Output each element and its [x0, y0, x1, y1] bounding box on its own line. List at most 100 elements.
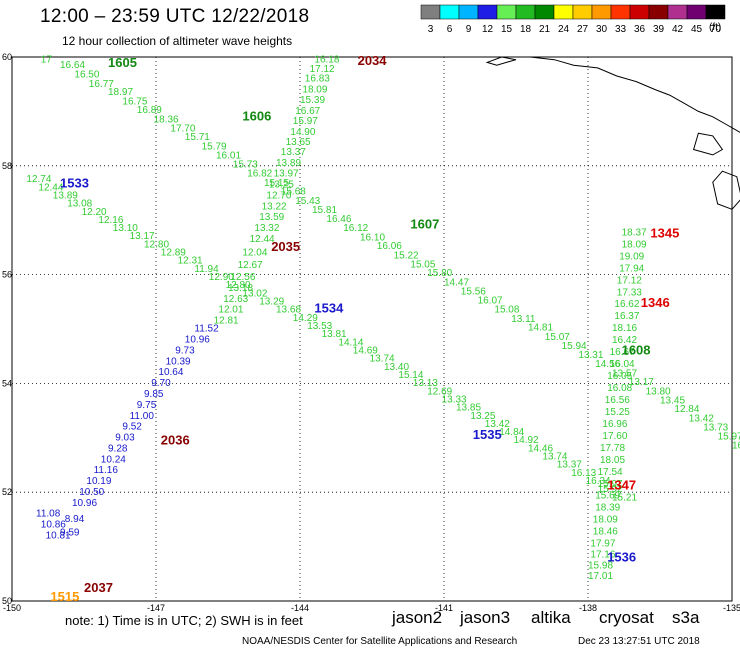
- legend-jason2: jason2: [392, 608, 442, 628]
- timestamp: Dec 23 13:27:51 UTC 2018: [578, 636, 700, 647]
- wave-height-value: 11.52: [194, 324, 219, 335]
- legend-bin-label: 21: [539, 24, 551, 35]
- pass-number-label: 1607: [410, 216, 439, 231]
- wave-height-value: 12.70: [266, 190, 291, 201]
- wave-height-value: 18.46: [593, 527, 618, 538]
- mainland-coast: [530, 57, 740, 256]
- wave-height-value: 9.28: [108, 443, 128, 454]
- wave-height-value: 9.75: [137, 400, 157, 411]
- wave-height-value: 13.59: [259, 212, 284, 223]
- pass-number-label: 1608: [622, 343, 651, 358]
- legend-swatch: [573, 5, 592, 19]
- legend-swatch: [649, 5, 668, 19]
- legend-altika: altika: [531, 608, 571, 628]
- wave-height-value: 15.25: [605, 407, 630, 418]
- legend-bin-label: 33: [615, 24, 627, 35]
- lat-tick-label: 52: [2, 487, 12, 497]
- wave-height-value: 16.05: [607, 371, 632, 382]
- legend-cryosat: cryosat: [599, 608, 654, 628]
- legend-swatch: [554, 5, 573, 19]
- wave-height-value: 17.97: [590, 539, 615, 550]
- wave-height-value: 11.08: [36, 509, 61, 520]
- wave-height-value: 18.09: [622, 239, 647, 250]
- wave-height-value: 10.96: [72, 498, 97, 509]
- legend-s3a: s3a: [672, 608, 699, 628]
- legend-bin-label: 15: [501, 24, 513, 35]
- wave-height-value: 13.32: [254, 223, 279, 234]
- wave-height-value: 17.54: [598, 467, 623, 478]
- island-coast: [694, 133, 723, 155]
- wave-height-value: 13.37: [281, 147, 306, 158]
- lat-tick-label: 58: [2, 161, 12, 171]
- wave-height-value: 17.60: [602, 431, 627, 442]
- wave-height-value: 16.08: [607, 383, 632, 394]
- pass-number-label: 2034: [358, 53, 388, 68]
- legend-swatch: [668, 5, 687, 19]
- legend-bin-label: 18: [520, 24, 532, 35]
- legend-swatch: [535, 5, 554, 19]
- legend-swatch: [630, 5, 649, 19]
- wave-height-value: 9.59: [60, 528, 80, 539]
- wave-height-value: 10.96: [185, 335, 210, 346]
- pass-number-label: 1347: [607, 477, 636, 492]
- wave-height-value: 17.12: [617, 275, 642, 286]
- legend-bin-label: 9: [466, 24, 472, 35]
- footer-note: note: 1) Time is in UTC; 2) SWH is in fe…: [65, 613, 303, 628]
- wave-height-value: 13.22: [262, 201, 287, 212]
- island-coast: [713, 171, 740, 209]
- wave-height-value: 9.52: [122, 422, 142, 433]
- legend-bin-label: 42: [672, 24, 684, 35]
- track-labels: 1605 1606 1607 1608 1533 1534 1535 1536 2034 2035…: [50, 53, 679, 604]
- pass-number-label: 1345: [650, 226, 679, 241]
- legend-bin-label: 12: [482, 24, 494, 35]
- wave-height-value: 10.39: [166, 356, 191, 367]
- wave-height-value: 16.56: [605, 395, 630, 406]
- wave-height-value: 19.09: [619, 251, 644, 262]
- wave-height-value: 11.00: [130, 411, 155, 422]
- wave-height-value: 17.94: [619, 263, 644, 274]
- wave-height-value: 9.70: [151, 378, 171, 389]
- legend-swatch: [440, 5, 459, 19]
- wave-height-value: 18.39: [595, 503, 620, 514]
- legend-swatch: [497, 5, 516, 19]
- legend-bin-label: 27: [577, 24, 589, 35]
- lat-tick-label: 50: [2, 596, 12, 606]
- wave-height-value: 9.73: [175, 345, 195, 356]
- wave-height-value: 18.05: [600, 455, 625, 466]
- legend-swatch: [592, 5, 611, 19]
- legend-bin-label: 6: [447, 24, 453, 35]
- wave-height-value: 13.97: [274, 169, 299, 180]
- wave-height-value: 15.39: [300, 95, 325, 106]
- wave-height-value: 18.16: [612, 323, 637, 334]
- wave-height-value: 9.03: [115, 433, 135, 444]
- legend-swatch: [516, 5, 535, 19]
- wave-height-value: 16.27: [732, 441, 740, 452]
- pass-number-label: 1535: [473, 427, 502, 442]
- satellite-tracks: 17 16.6416.5016.7718.9716.7516.8918.3617.…: [26, 54, 740, 582]
- wave-height-value: 18.09: [593, 515, 618, 526]
- pass-number-label: 1606: [242, 109, 271, 124]
- pass-number-label: 1534: [314, 301, 344, 316]
- pass-number-label: 1533: [60, 176, 89, 191]
- wave-height-value: 10.24: [101, 454, 126, 465]
- wave-height-value: 11.16: [94, 465, 119, 476]
- lat-tick-label: 60: [2, 52, 12, 62]
- wave-height-value: 16.96: [602, 419, 627, 430]
- color-legend: 3 6 9 12 15 18 21 24 27 30 33 36 39 42 45 70: [421, 5, 725, 35]
- lat-tick-label: 54: [2, 378, 12, 388]
- credit-text: NOAA/NESDIS Center for Satellite Applica…: [242, 636, 517, 647]
- wave-height-value: 12.67: [238, 260, 263, 271]
- legend-swatch: [421, 5, 440, 19]
- pass-number-label: 2037: [84, 580, 113, 595]
- lon-tick-label: -144: [291, 603, 309, 613]
- pass-number-label: 2035: [271, 239, 300, 254]
- wave-height-value: 16.83: [305, 73, 330, 84]
- legend-swatch: [459, 5, 478, 19]
- pass-number-label: 1515: [50, 589, 79, 604]
- legend-bin-label: 39: [653, 24, 665, 35]
- island-coast: [487, 57, 516, 65]
- wave-height-value: 16.62: [614, 299, 639, 310]
- pass-number-label: 1605: [108, 55, 137, 70]
- wave-height-value: 17.78: [600, 443, 625, 454]
- legend-swatch: [611, 5, 630, 19]
